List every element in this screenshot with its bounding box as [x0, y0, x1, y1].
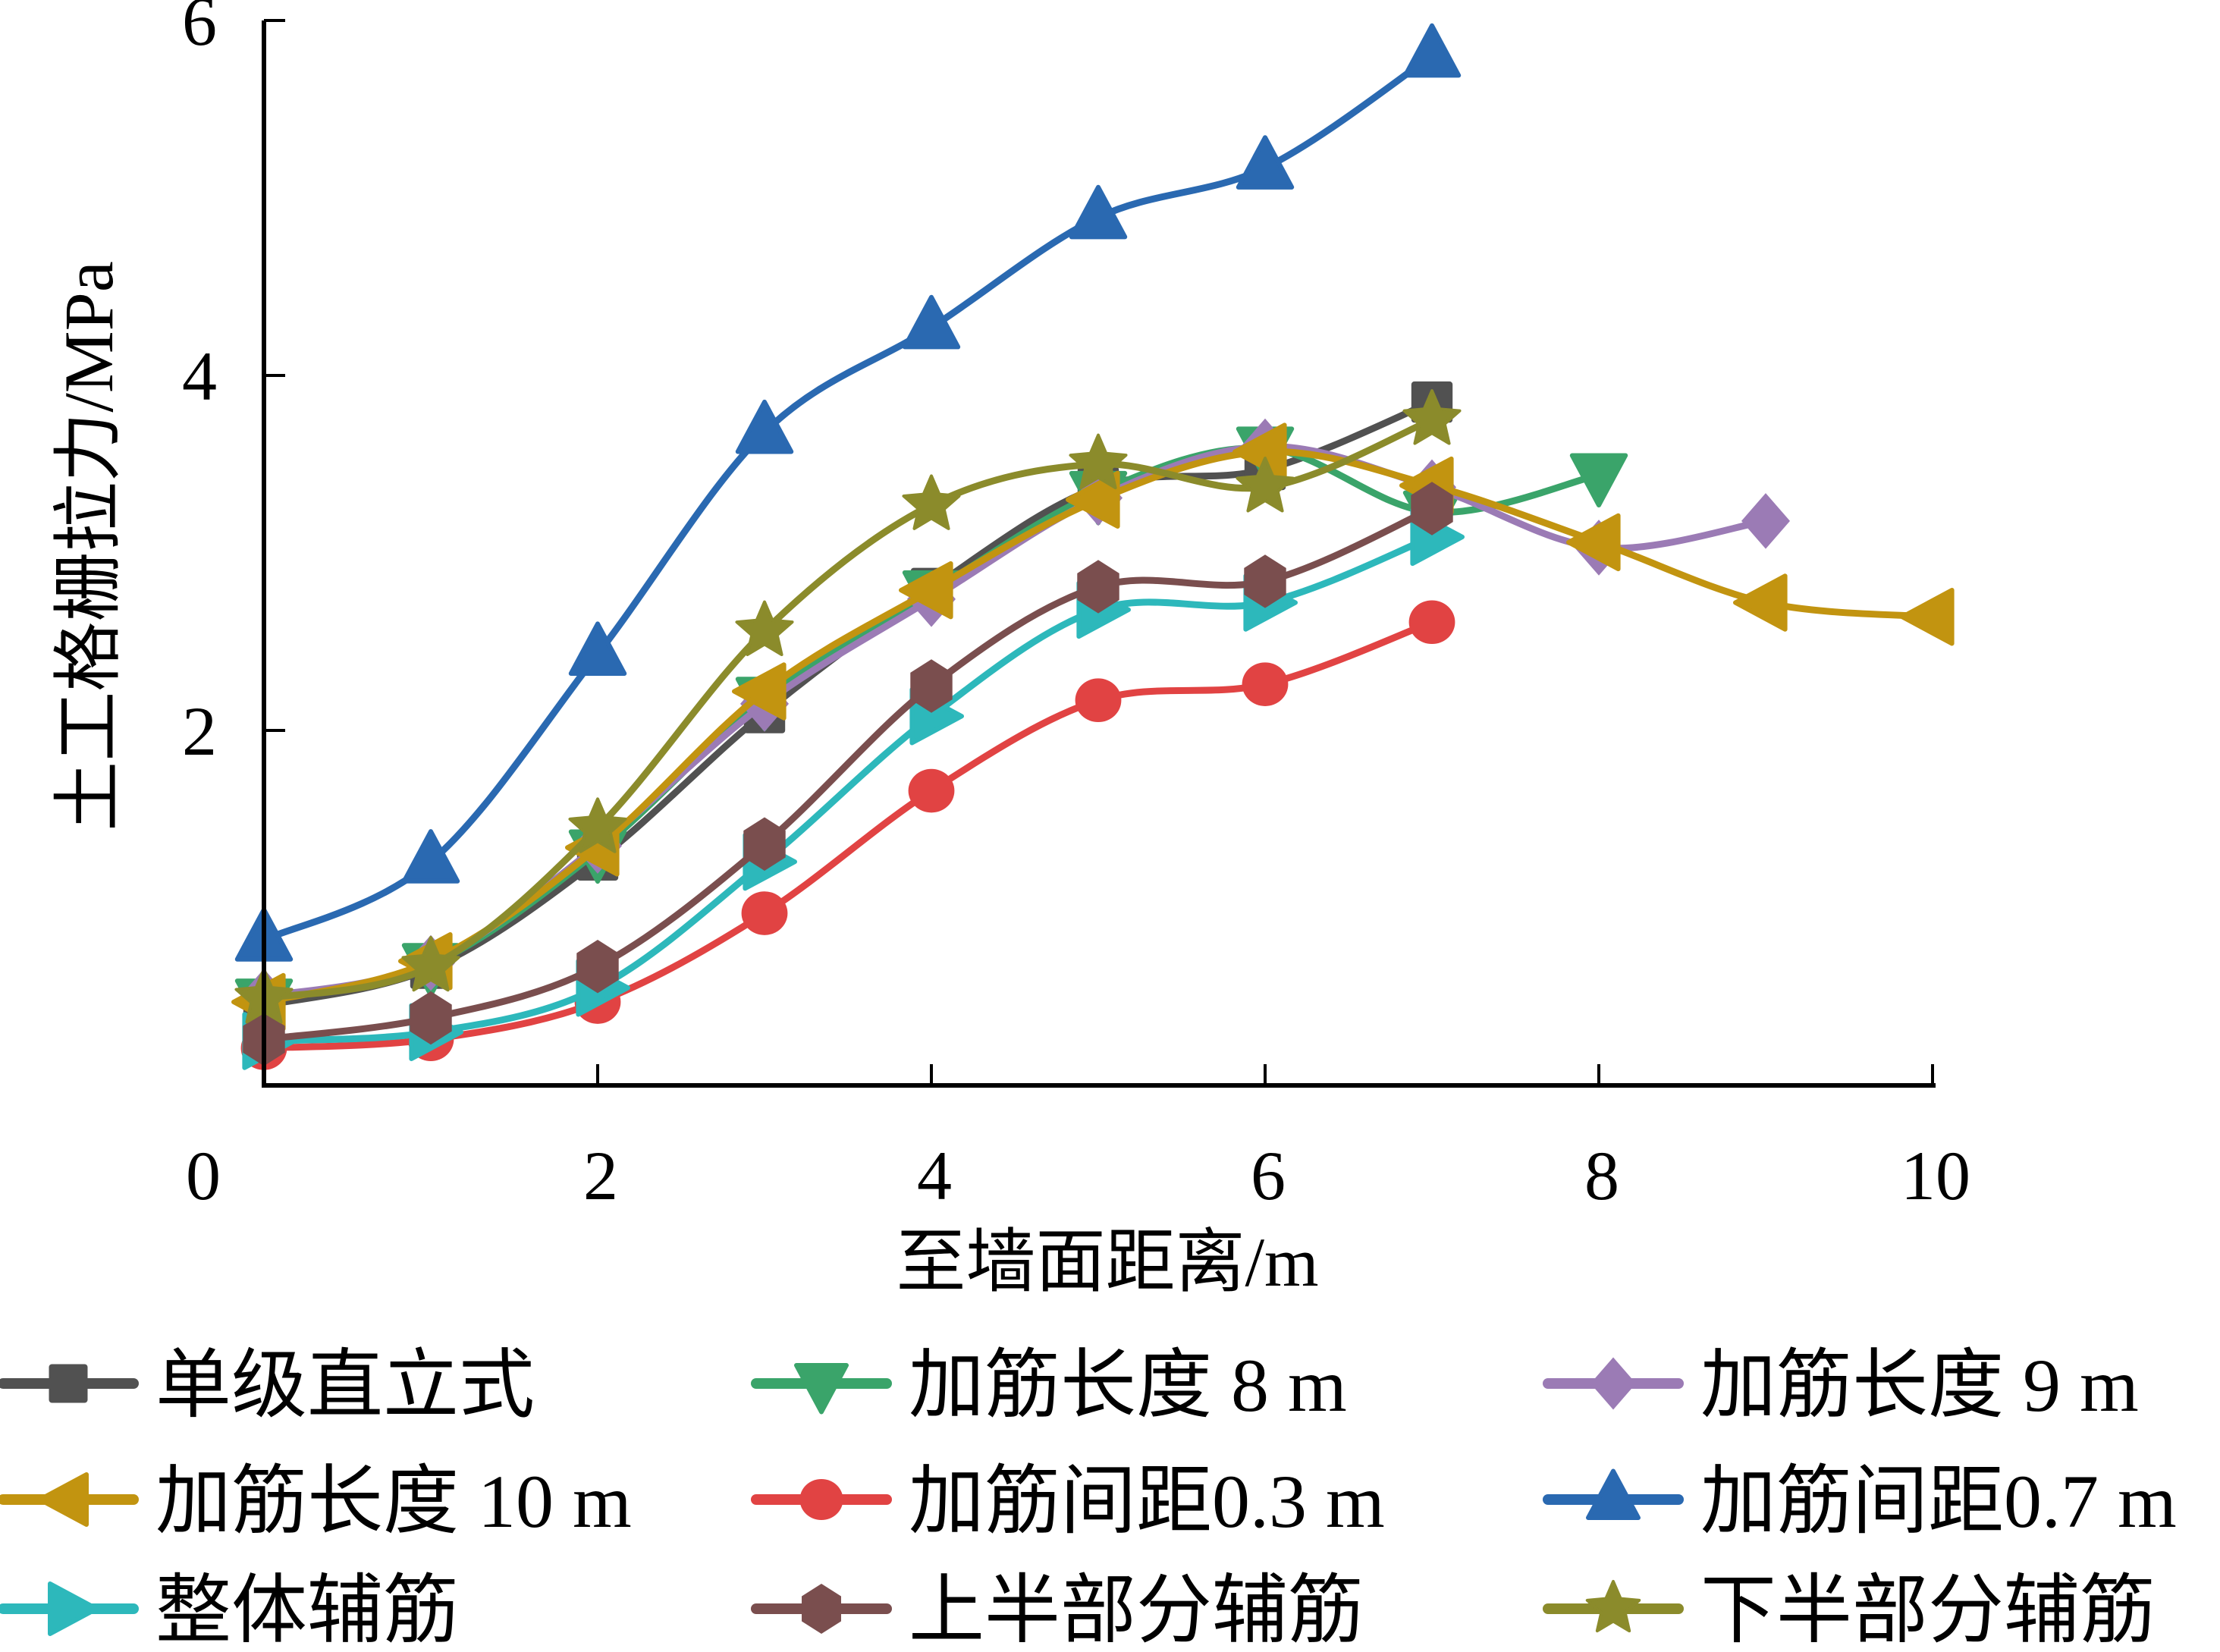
series-line [260, 416, 1436, 1002]
legend-label: 上半部分辅筋 [909, 1569, 1364, 1652]
legend-item: 加筋长度 8 m [751, 1343, 1347, 1427]
data-point [902, 294, 961, 350]
data-point [743, 817, 786, 871]
data-point [1075, 678, 1122, 723]
ticks: 0 2 4 6 8 10 2 4 6 [182, 0, 1970, 1214]
data-point [1741, 493, 1790, 549]
x-tick-label: 10 [1901, 1137, 1970, 1214]
legend-label: 加筋间距0.7 m [1700, 1459, 2177, 1544]
legend-label: 下半部分辅筋 [1700, 1569, 2156, 1652]
x-tick-label: 2 [583, 1137, 618, 1214]
series-2 [240, 418, 1790, 1025]
data-point [908, 768, 955, 813]
data-point [1236, 457, 1295, 513]
data-point [1077, 560, 1119, 614]
y-tick-label: 2 [182, 693, 217, 770]
data-point [1733, 573, 1788, 632]
data-point [1069, 433, 1128, 490]
data-point [902, 474, 961, 530]
series-line [260, 505, 1436, 1043]
legend-item: 单级直立式 [0, 1343, 535, 1427]
series-8 [234, 389, 1462, 1024]
axes [262, 20, 1936, 1088]
legend-item: 加筋间距0.3 m [751, 1459, 1385, 1544]
data-point [1402, 23, 1462, 78]
data-point [732, 662, 787, 721]
data-point [1402, 389, 1462, 445]
data-point [401, 935, 460, 992]
legend-marker-icon [1585, 1580, 1641, 1633]
data-point [576, 940, 619, 994]
data-point [568, 621, 627, 676]
data-point [1411, 482, 1453, 535]
data-point [401, 829, 460, 884]
y-tick-label: 4 [182, 338, 217, 415]
x-tick-label: 4 [917, 1137, 952, 1214]
legend-item: 加筋长度 10 m [0, 1459, 632, 1544]
x-tick-label: 0 [186, 1137, 221, 1214]
y-axis-title: 土工格栅拉力/MPa [50, 261, 127, 831]
x-tick-label: 6 [1251, 1137, 1286, 1214]
legend-marker-icon [799, 1479, 843, 1520]
x-axis-title: 至墙面距离/m [896, 1223, 1318, 1301]
legend-item: 加筋长度 9 m [1543, 1343, 2139, 1427]
data-point [735, 600, 794, 657]
x-tick-label: 8 [1584, 1137, 1619, 1214]
legend-marker-icon [802, 1584, 841, 1634]
data-point [1569, 453, 1628, 508]
data-point [1232, 422, 1287, 481]
legend-label: 加筋长度 10 m [155, 1459, 632, 1544]
legend-marker-icon [49, 1364, 88, 1403]
data-point [1069, 184, 1128, 240]
data-point [1242, 662, 1289, 706]
data-point [568, 797, 627, 853]
legend-marker-icon [1590, 1357, 1636, 1410]
series-layer [231, 23, 1955, 1070]
legend-label: 整体辅筋 [155, 1569, 459, 1652]
series-line [260, 533, 1436, 1044]
legend-marker-icon [794, 1363, 849, 1415]
legend-label: 加筋长度 8 m [909, 1343, 1347, 1427]
data-point [410, 991, 452, 1045]
legend-label: 加筋长度 9 m [1700, 1343, 2139, 1427]
legend-label: 加筋间距0.3 m [909, 1459, 1385, 1544]
data-point [910, 659, 953, 713]
data-point [1408, 600, 1455, 645]
legend-marker-icon [37, 1472, 89, 1527]
data-point [735, 399, 794, 454]
legend-marker-icon [48, 1581, 99, 1636]
legend-item: 加筋间距0.7 m [1543, 1459, 2177, 1544]
data-point [741, 891, 788, 935]
legend-label: 单级直立式 [155, 1343, 535, 1427]
data-point [1244, 554, 1286, 608]
legend-item: 整体辅筋 [0, 1569, 459, 1652]
legend-item: 上半部分辅筋 [751, 1569, 1364, 1652]
data-point [1066, 470, 1120, 529]
series-line [260, 52, 1436, 944]
data-point [899, 561, 953, 620]
series-7 [243, 482, 1453, 1066]
data-point [1566, 513, 1621, 572]
series-5 [234, 23, 1462, 962]
legend: 单级直立式 加筋长度 8 m 加筋长度 9 m 加筋长度 10 m 加筋间距0.3 m 加… [0, 1343, 2177, 1652]
legend-item: 下半部分辅筋 [1543, 1569, 2156, 1652]
y-tick-label: 6 [182, 0, 217, 60]
data-point [1900, 588, 1955, 646]
legend-marker-icon [1586, 1468, 1641, 1520]
data-point [1236, 135, 1295, 190]
